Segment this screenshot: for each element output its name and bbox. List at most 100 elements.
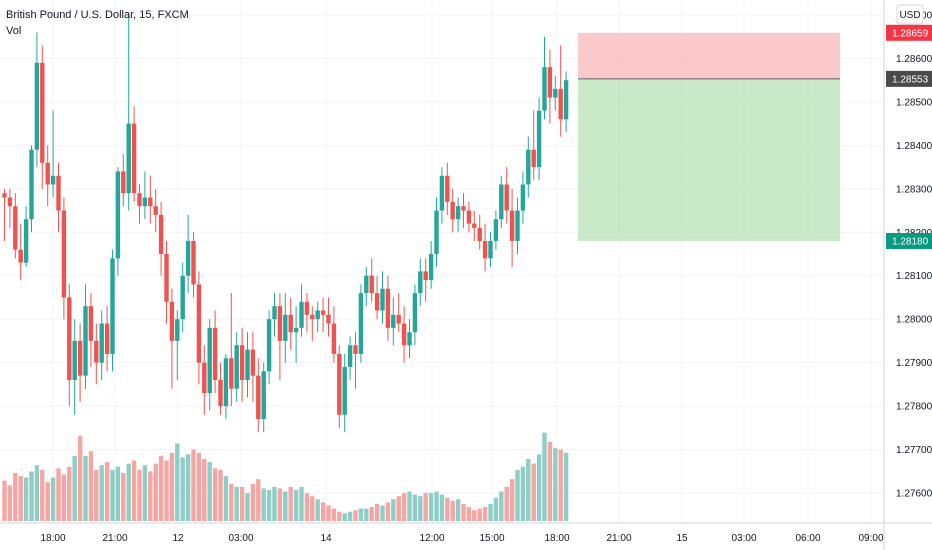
candle-body xyxy=(239,345,245,381)
candle-body xyxy=(61,210,67,298)
volume-bar xyxy=(434,491,439,521)
volume-bar xyxy=(553,448,558,521)
volume-bar xyxy=(61,474,67,521)
volume-bar xyxy=(445,497,450,521)
volume-bar xyxy=(115,466,121,521)
candle-body xyxy=(121,171,126,194)
candle xyxy=(50,110,56,198)
volume-bar xyxy=(40,469,45,521)
candle xyxy=(104,306,110,372)
volume-indicator-label[interactable]: Vol xyxy=(6,25,21,37)
symbol-title[interactable]: British Pound / U.S. Dollar, 15, FXCM xyxy=(6,9,189,21)
candle xyxy=(337,345,342,428)
candle-body xyxy=(83,306,88,376)
volume-bar xyxy=(563,452,569,521)
candle xyxy=(445,162,450,215)
candle-body xyxy=(482,240,488,259)
candle-body xyxy=(131,123,137,194)
volume-bar xyxy=(428,493,434,521)
volume-bar xyxy=(342,513,347,521)
candle xyxy=(531,110,536,181)
price-tags: 1.28659 1.28553 1.28180 xyxy=(886,24,932,249)
candle xyxy=(175,310,180,381)
volume-bar xyxy=(126,463,131,521)
candle-body xyxy=(369,275,374,294)
candle-body xyxy=(428,254,434,281)
volume-bar xyxy=(304,493,310,521)
volume-bar xyxy=(2,480,7,521)
time-tick-label: 14 xyxy=(320,533,332,544)
price-tag: 1.28659 xyxy=(886,24,932,41)
volume-bar xyxy=(169,452,175,521)
candle xyxy=(67,284,72,407)
candle-body xyxy=(531,149,536,168)
candle-body xyxy=(115,171,121,259)
candle-body xyxy=(256,375,261,420)
candle-body xyxy=(320,310,326,315)
legend[interactable]: British Pound / U.S. Dollar, 15, FXCM Vo… xyxy=(6,9,189,37)
volume-bar xyxy=(385,502,391,521)
volume-bar xyxy=(164,460,169,521)
candle xyxy=(315,301,320,333)
volume-bar xyxy=(493,497,499,521)
candle xyxy=(369,258,374,302)
candle-body xyxy=(137,193,142,207)
candle-body xyxy=(364,275,369,294)
candle xyxy=(164,240,169,324)
take-profit-zone[interactable] xyxy=(578,78,840,241)
candle-body xyxy=(191,240,196,285)
candle-body xyxy=(99,323,104,363)
volume-bar xyxy=(121,472,126,521)
volume-bar xyxy=(369,507,374,521)
volume-bar xyxy=(94,469,99,521)
volume-bar xyxy=(131,460,137,521)
candle-body xyxy=(196,284,202,363)
candle-body xyxy=(77,340,83,376)
candle-body xyxy=(472,223,477,228)
candle xyxy=(450,188,455,233)
candle-body xyxy=(229,358,234,389)
volume-bar xyxy=(191,449,196,521)
volume-bar xyxy=(358,508,364,521)
volume-bar xyxy=(88,451,94,521)
time-tick-label: 06:00 xyxy=(795,533,820,544)
short-position-tool[interactable] xyxy=(578,32,840,241)
time-axis[interactable]: 18:00 21:00 12 03:00 14 12:00 15:00 18:00 21:00 1… xyxy=(40,533,883,544)
candle xyxy=(423,258,428,302)
currency-button[interactable]: USD xyxy=(896,4,924,25)
candle-body xyxy=(331,323,337,354)
candle-body xyxy=(547,67,553,98)
time-tick-label: 03:00 xyxy=(731,533,756,544)
volume-bar xyxy=(310,496,315,521)
volume-bar xyxy=(455,499,461,521)
candle xyxy=(2,188,7,241)
candle xyxy=(331,306,337,363)
price-tick-label: 1.28300 xyxy=(896,184,932,195)
candle xyxy=(218,362,223,415)
candle-body xyxy=(439,175,445,211)
stop-loss-zone[interactable] xyxy=(578,32,840,79)
price-tag-bg xyxy=(886,24,932,41)
candle-body xyxy=(261,371,266,420)
volume-bar xyxy=(293,490,299,521)
volume-bar xyxy=(256,479,261,521)
candle xyxy=(212,310,218,394)
candle-body xyxy=(418,271,423,294)
candles xyxy=(2,15,569,433)
candle xyxy=(142,171,148,220)
candle-body xyxy=(488,240,493,259)
candle xyxy=(115,167,121,276)
candle xyxy=(488,232,493,268)
candle xyxy=(40,45,45,189)
volume-bar xyxy=(331,508,337,521)
volume-bar xyxy=(482,507,488,521)
price-tick-label: 1.28000 xyxy=(896,315,932,326)
candle xyxy=(482,223,488,272)
price-tag: 1.28553 xyxy=(886,70,932,87)
volume-bar xyxy=(315,499,320,521)
volume-bar xyxy=(466,507,472,521)
candle xyxy=(83,284,88,389)
volume-bar xyxy=(364,508,369,521)
